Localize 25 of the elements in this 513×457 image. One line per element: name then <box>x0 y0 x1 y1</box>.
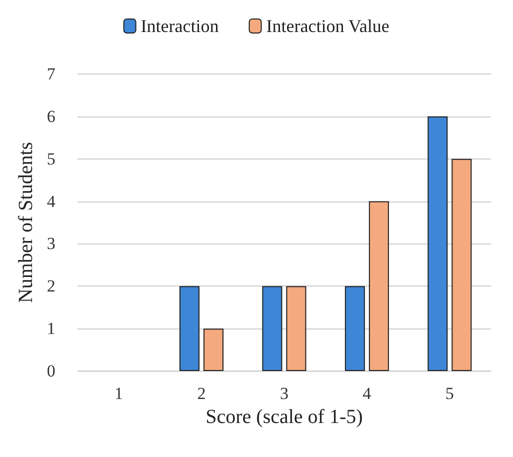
y-tick-label: 0 <box>46 362 56 380</box>
x-tick-label: 5 <box>445 384 454 403</box>
legend-label: Interaction <box>140 16 219 36</box>
bar <box>203 328 224 371</box>
legend-label: Interaction Value <box>266 16 390 36</box>
x-axis-title: Score (scale of 1-5) <box>206 406 363 428</box>
bar <box>428 116 448 371</box>
bar <box>368 201 389 371</box>
x-tick-label: 3 <box>280 384 288 403</box>
y-tick-label: 4 <box>46 192 56 211</box>
bar <box>262 286 282 371</box>
y-tick-label: 7 <box>46 64 56 84</box>
x-tick-label: 2 <box>197 384 206 403</box>
bar <box>179 286 200 371</box>
y-tick-label: 6 <box>46 106 56 126</box>
x-tick-label: 4 <box>362 384 372 403</box>
x-tick-label: 1 <box>114 384 124 403</box>
bar <box>286 286 306 371</box>
y-tick-label: 1 <box>46 319 56 338</box>
y-tick-label: 5 <box>46 149 56 168</box>
y-tick-label: 2 <box>46 276 56 296</box>
bar <box>452 158 472 371</box>
y-tick-label: 3 <box>46 234 56 254</box>
bar <box>344 286 365 371</box>
y-axis-title: Number of Students <box>15 142 37 304</box>
